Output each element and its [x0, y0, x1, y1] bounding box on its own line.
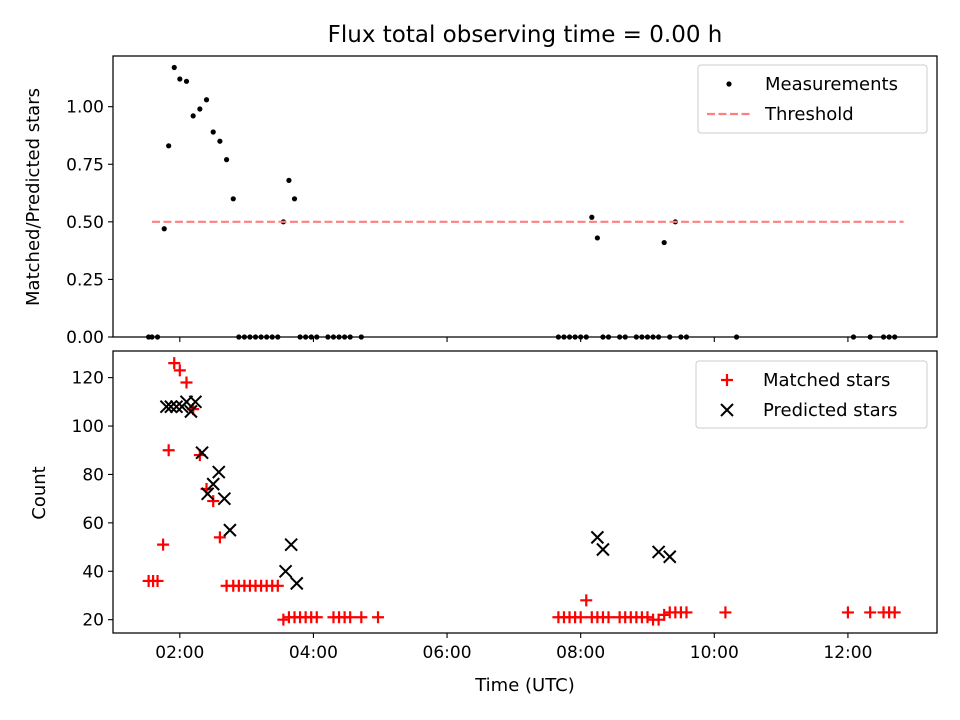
bottom-marks	[142, 357, 901, 626]
legend-matched-label: Matched stars	[763, 370, 890, 391]
bottom-y-tick-label-0: 20	[82, 611, 104, 631]
predicted-star-point	[184, 404, 198, 419]
top-y-tick-label-2: 0.50	[66, 213, 104, 233]
matched-star-point	[841, 606, 854, 619]
top-y-tick-label-3: 0.75	[66, 155, 104, 175]
top-y-axis-label: Matched/Predicted stars	[23, 88, 44, 306]
measurement-point	[661, 239, 667, 246]
matched-star-point	[180, 376, 193, 389]
bottom-axes-frame	[112, 350, 938, 634]
matched-star-point	[658, 608, 671, 621]
measurement-point	[223, 157, 230, 163]
x-tick-label-4: 10:00	[690, 643, 739, 663]
bottom-y-tick-label-5: 120	[72, 369, 104, 389]
matched-star-point	[355, 611, 368, 624]
matched-star-point	[888, 606, 901, 619]
matched-star-point	[344, 611, 357, 624]
predicted-star-point	[217, 491, 232, 506]
predicted-star-point	[206, 477, 220, 491]
matched-star-point	[574, 611, 587, 624]
matched-star-point	[151, 574, 164, 587]
measurement-point	[210, 129, 216, 135]
measurement-point	[197, 106, 203, 112]
predicted-star-point	[212, 465, 226, 479]
measurement-point	[190, 113, 196, 119]
predicted-star-point	[663, 550, 677, 564]
x-tick-label-3: 08:00	[556, 643, 605, 663]
top-panel: 0.00 0.25 0.50 0.75 1.00 Matched/Predicted s…	[23, 55, 938, 348]
matched-star-point	[173, 364, 186, 377]
bottom-ticks: 02:00 04:00 06:00 08:00 10:00 12:00 20 40 60 80 10…	[72, 369, 873, 663]
predicted-star-point	[159, 399, 174, 414]
x-tick-label-2: 06:00	[423, 643, 472, 663]
bottom-legend-box	[695, 360, 928, 429]
top-ticks: 0.00 0.25 0.50 0.75 1.00	[66, 98, 849, 348]
legend-measurements-label: Measurements	[765, 74, 898, 95]
x-tick-label-5: 12:00	[823, 643, 872, 663]
legend-predicted-marker	[720, 403, 734, 417]
matched-star-point	[157, 538, 170, 551]
predicted-star-point	[223, 523, 237, 537]
top-legend-box	[697, 64, 928, 134]
matched-star-point	[271, 579, 284, 592]
bottom-panel: 02:00 04:00 06:00 08:00 10:00 12:00 20 40 60 80 10…	[29, 350, 938, 696]
x-axis-label: Time (UTC)	[474, 675, 575, 696]
measurement-point	[286, 177, 292, 183]
measurement-point	[166, 143, 172, 149]
matched-star-point	[310, 611, 323, 624]
predicted-star-point	[169, 399, 184, 414]
x-tick-label-0: 02:00	[155, 643, 204, 663]
top-axes-frame	[112, 55, 938, 338]
measurement-point	[589, 214, 595, 220]
measurement-point	[161, 226, 167, 232]
legend-predicted-label: Predicted stars	[763, 400, 897, 421]
measurement-point	[217, 138, 223, 144]
measurement-point	[177, 76, 183, 82]
predicted-star-point	[290, 576, 304, 591]
predicted-star-point	[596, 542, 610, 557]
legend-measurements-marker	[726, 81, 732, 87]
matched-star-point	[719, 606, 732, 619]
predicted-star-point	[590, 530, 605, 545]
matched-star-point	[602, 611, 615, 624]
measurement-point	[594, 235, 600, 241]
matched-star-point	[372, 611, 385, 624]
measurement-point	[203, 97, 210, 103]
top-y-tick-label-0: 0.00	[66, 328, 104, 348]
matched-star-point	[277, 613, 290, 626]
x-tick-label-1: 04:00	[289, 643, 338, 663]
predicted-star-point	[200, 487, 215, 501]
measurement-point	[183, 78, 190, 84]
bottom-y-tick-label-1: 40	[82, 562, 104, 582]
predicted-star-point	[651, 545, 666, 559]
bottom-y-tick-label-2: 60	[82, 514, 104, 534]
matched-star-point	[168, 357, 181, 370]
matched-star-point	[580, 594, 593, 607]
matched-star-point	[213, 531, 226, 544]
bottom-legend: Matched stars Predicted stars	[695, 360, 928, 429]
matched-star-point	[207, 495, 220, 508]
top-legend: Measurements Threshold	[697, 64, 928, 134]
measurement-point	[291, 196, 298, 202]
chart-title: Flux total observing time = 0.00 h	[328, 22, 723, 48]
top-y-tick-label-1: 0.25	[66, 270, 104, 290]
matched-star-point	[864, 606, 877, 619]
matched-star-point	[162, 444, 175, 457]
predicted-star-point	[278, 564, 293, 578]
measurement-point	[230, 196, 236, 202]
matched-star-point	[641, 611, 654, 624]
predicted-star-point	[188, 395, 203, 409]
predicted-star-point	[195, 445, 209, 460]
legend-matched-marker	[721, 374, 733, 386]
predicted-star-point	[284, 537, 298, 552]
top-y-tick-label-4: 1.00	[66, 98, 104, 118]
bottom-y-tick-label-3: 80	[82, 465, 104, 485]
predicted-star-point	[164, 399, 178, 414]
legend-threshold-label: Threshold	[764, 104, 854, 125]
bottom-y-tick-label-4: 100	[72, 417, 104, 437]
measurement-point	[171, 64, 177, 71]
matched-star-point	[680, 606, 693, 619]
bottom-y-axis-label: Count	[29, 466, 50, 519]
